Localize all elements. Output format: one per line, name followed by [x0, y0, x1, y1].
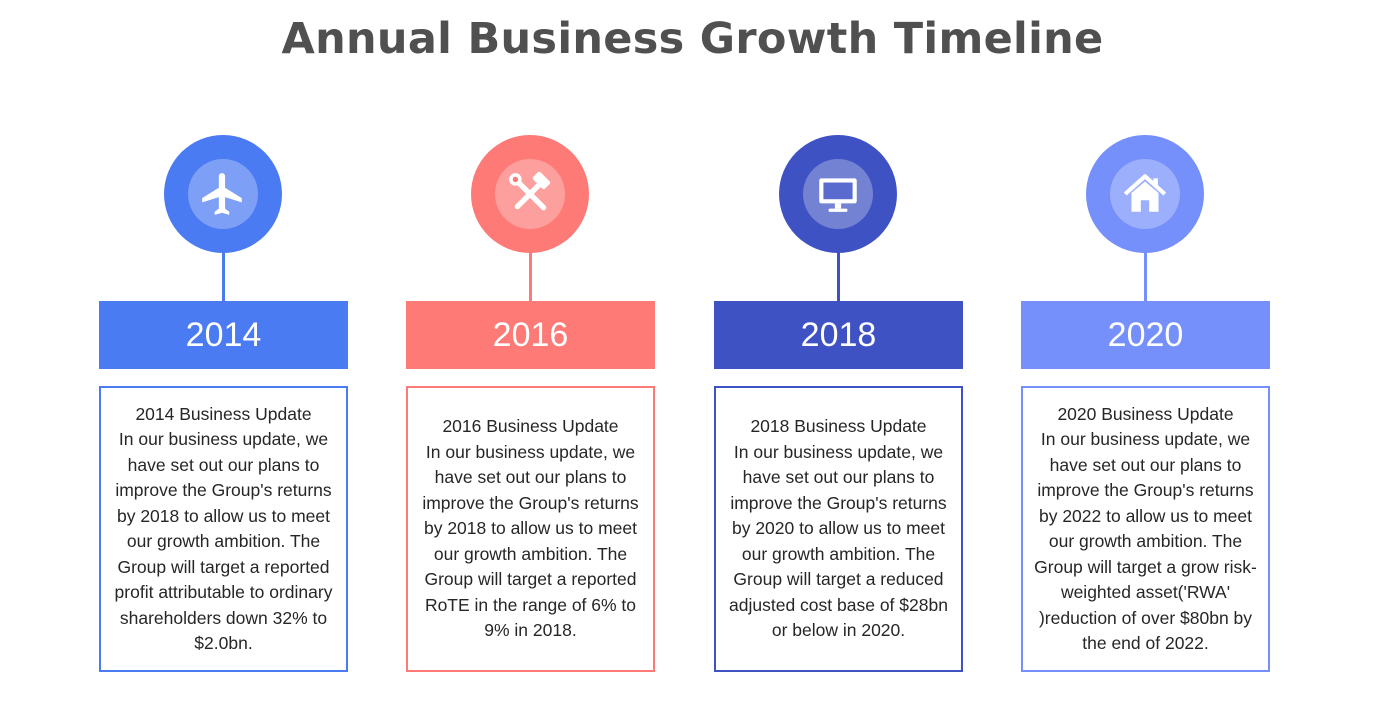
year-label: 2016 — [406, 301, 655, 369]
description-text: 2014 Business Update In our business upd… — [114, 403, 333, 654]
timeline-connector — [529, 252, 532, 301]
tools-icon — [495, 159, 565, 229]
description-text: 2016 Business Update In our business upd… — [422, 416, 639, 641]
year-label: 2020 — [1021, 301, 1270, 369]
description-box: 2016 Business Update In our business upd… — [406, 386, 655, 672]
year-label: 2018 — [714, 301, 963, 369]
description-text: 2018 Business Update In our business upd… — [729, 416, 948, 641]
milestone-circle — [471, 135, 589, 253]
description-box: 2014 Business Update In our business upd… — [99, 386, 348, 672]
timeline-connector — [1144, 252, 1147, 301]
timeline-milestone-2014: 2014 2014 Business Update In our busines… — [99, 0, 348, 723]
airplane-icon — [188, 159, 258, 229]
description-box: 2020 Business Update In our business upd… — [1021, 386, 1270, 672]
milestone-circle — [164, 135, 282, 253]
home-icon — [1110, 159, 1180, 229]
description-text: 2020 Business Update In our business upd… — [1034, 403, 1257, 654]
timeline-connector — [837, 252, 840, 301]
timeline-milestone-2018: 2018 2018 Business Update In our busines… — [714, 0, 963, 723]
description-box: 2018 Business Update In our business upd… — [714, 386, 963, 672]
milestone-circle — [779, 135, 897, 253]
year-label: 2014 — [99, 301, 348, 369]
timeline-milestone-2016: 2016 2016 Business Update In our busines… — [406, 0, 655, 723]
milestone-circle — [1086, 135, 1204, 253]
page-title: Annual Business Growth Timeline — [281, 14, 1104, 64]
monitor-icon — [803, 159, 873, 229]
timeline-connector — [222, 252, 225, 301]
timeline-milestone-2020: 2020 2020 Business Update In our busines… — [1021, 0, 1270, 723]
